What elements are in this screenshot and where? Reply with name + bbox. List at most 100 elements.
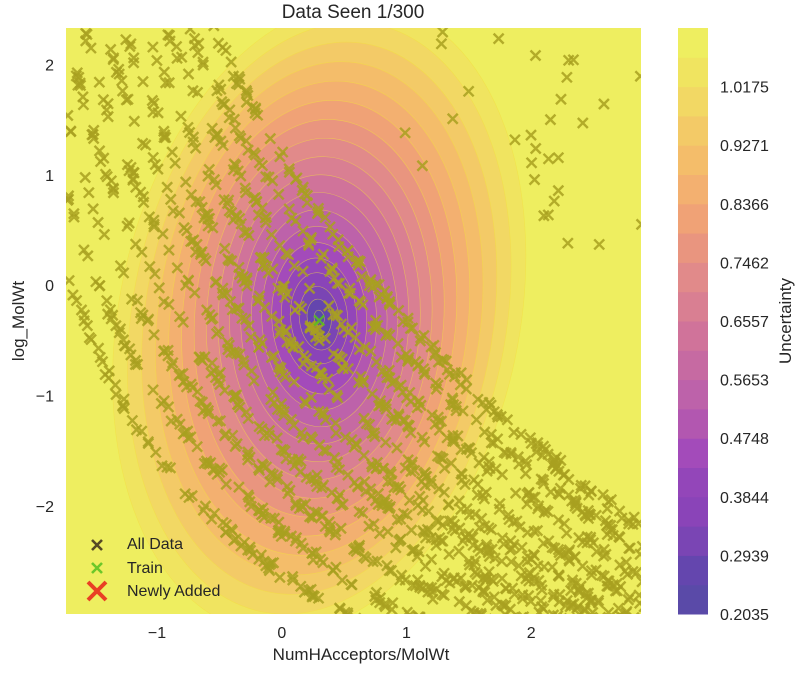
data-point [552,543,565,556]
data-point [99,168,112,181]
data-point [149,267,161,280]
x-axis: −1 0 1 2 [148,625,536,642]
data-point [450,575,463,588]
data-point [524,431,537,444]
data-point [408,464,421,477]
data-point [455,443,468,456]
colorbar-band [678,496,708,527]
legend-marker-newly-added [86,580,108,602]
data-point [466,531,479,544]
data-point [601,502,614,515]
data-point [646,583,656,593]
legend-marker-all-data [91,539,103,551]
data-point [260,260,273,273]
data-point [660,537,670,547]
data-point [553,488,566,501]
data-point [384,465,397,478]
colorbar-tick-label: 0.5653 [720,373,769,390]
data-point [585,485,598,498]
data-point [406,322,419,334]
data-point [636,540,641,553]
data-point [433,424,446,436]
data-point [274,571,286,584]
data-point [264,132,277,145]
data-point [167,205,180,217]
data-point [445,515,458,527]
data-point [87,203,99,215]
train-point [313,314,326,327]
data-point [403,351,415,364]
data-point [505,448,517,460]
data-point [532,574,545,587]
data-point [385,413,398,426]
y-tick-label: −2 [36,499,54,516]
data-point [485,523,498,536]
data-point [335,499,348,512]
data-point [184,28,197,35]
data-point [525,129,537,141]
data-point [628,511,640,524]
data-point [202,208,214,220]
data-point [429,377,442,389]
y-axis: 2 1 0 −1 −2 [36,57,54,515]
data-point [501,413,514,426]
data-point [573,531,585,544]
data-point [563,555,576,567]
data-point [571,502,583,515]
data-point [508,426,520,439]
data-point [272,360,285,373]
data-point [166,356,179,369]
data-point [416,159,429,172]
data-point [129,181,142,194]
data-point [267,469,280,481]
data-point [187,131,200,143]
data-point [313,334,325,347]
data-point [402,312,414,325]
data-point [158,66,171,78]
data-point [628,611,640,614]
data-point [171,52,183,65]
data-point [486,543,498,556]
data-point [330,389,343,402]
data-point [330,427,342,439]
colorbar-band [678,321,708,351]
data-point [610,612,623,614]
colorbar-band [678,262,708,293]
data-point [367,555,379,568]
data-point [67,289,79,301]
data-point [104,303,117,316]
data-point [253,420,266,433]
data-point [274,324,287,336]
data-point [230,209,243,222]
data-point [414,335,427,347]
data-point [291,172,303,184]
data-point [327,308,339,321]
data-point [78,309,91,321]
data-point [648,559,658,569]
data-point [565,495,578,507]
data-point [357,376,369,389]
data-point [482,616,492,626]
data-point [366,427,379,440]
data-point [436,535,449,548]
data-point [283,163,296,175]
data-point [206,221,219,234]
data-point [576,117,589,129]
data-point [239,313,252,326]
data-point [214,135,227,147]
data-point [256,337,268,350]
data-point [394,513,407,526]
data-point [193,195,206,208]
x-axis-label: NumHAcceptors/MolWt [273,645,450,664]
colorbar-band [678,86,708,117]
data-point [552,151,565,164]
data-point [602,518,614,531]
data-point [446,392,459,404]
colorbar-band [678,203,708,234]
data-point [199,500,212,512]
data-point [617,611,629,614]
data-point [530,446,543,458]
data-point [94,155,107,168]
data-point [407,544,420,557]
data-point [620,556,633,568]
